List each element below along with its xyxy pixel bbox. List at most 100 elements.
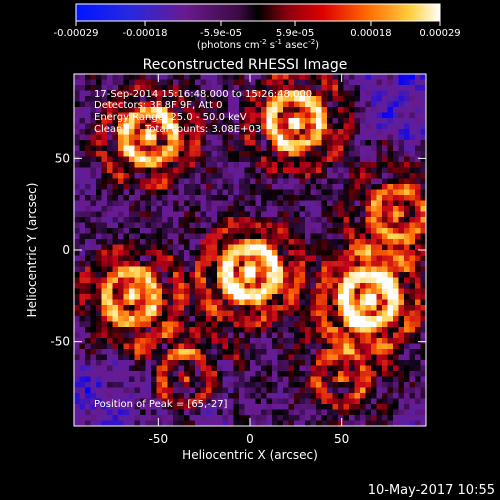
heatmap-cell: [222, 343, 229, 350]
heatmap-cell: [167, 162, 174, 168]
heatmap-cell: [101, 250, 108, 256]
heatmap-cell: [354, 338, 361, 344]
heatmap-cell: [272, 79, 278, 86]
heatmap-cell: [101, 365, 108, 372]
heatmap-cell: [277, 299, 284, 306]
heatmap-cell: [299, 294, 306, 300]
heatmap-cell: [343, 96, 350, 102]
heatmap-cell: [123, 250, 130, 256]
heatmap-cell: [360, 266, 366, 273]
heatmap-cell: [140, 145, 146, 152]
heatmap-cell: [222, 261, 229, 267]
heatmap-cell: [206, 222, 212, 229]
heatmap-cell: [112, 376, 119, 383]
heatmap-cell: [79, 217, 86, 223]
heatmap-cell: [74, 387, 80, 394]
heatmap-cell: [266, 85, 273, 91]
heatmap-cell: [310, 277, 317, 284]
heatmap-cell: [327, 184, 333, 190]
heatmap-cell: [79, 79, 86, 86]
heatmap-cell: [255, 343, 262, 350]
heatmap-cell: [189, 321, 196, 328]
heatmap-cell: [283, 129, 289, 135]
heatmap-cell: [420, 404, 427, 410]
heatmap-cell: [118, 382, 124, 388]
heatmap-cell: [404, 195, 410, 201]
heatmap-cell: [211, 74, 218, 80]
heatmap-cell: [222, 266, 229, 273]
heatmap-cell: [387, 184, 394, 190]
heatmap-cell: [316, 371, 322, 377]
heatmap-cell: [233, 332, 240, 339]
heatmap-cell: [288, 382, 295, 388]
heatmap-cell: [409, 200, 416, 207]
heatmap-cell: [299, 200, 306, 207]
heatmap-cell: [90, 398, 97, 405]
heatmap-cell: [140, 134, 146, 141]
heatmap-cell: [96, 250, 102, 256]
heatmap-cell: [228, 178, 234, 185]
heatmap-cell: [305, 277, 311, 284]
heatmap-cell: [244, 343, 251, 350]
heatmap-cell: [283, 217, 289, 223]
heatmap-cell: [277, 338, 284, 344]
heatmap-cell: [310, 354, 317, 361]
heatmap-cell: [140, 206, 146, 212]
heatmap-cell: [200, 321, 207, 328]
heatmap-cell: [420, 184, 427, 190]
heatmap-cell: [277, 255, 284, 262]
heatmap-cell: [250, 239, 256, 245]
heatmap-cell: [398, 354, 405, 361]
heatmap-cell: [283, 250, 289, 256]
heatmap-cell: [283, 343, 289, 350]
heatmap-cell: [321, 321, 328, 328]
heatmap-cell: [310, 310, 317, 317]
heatmap-cell: [299, 250, 306, 256]
heatmap-cell: [107, 239, 113, 245]
heatmap-cell: [74, 101, 80, 108]
heatmap-cell: [354, 123, 361, 130]
heatmap-cell: [371, 233, 377, 240]
heatmap-cell: [101, 79, 108, 86]
heatmap-cell: [294, 228, 300, 234]
heatmap-cell: [398, 321, 405, 328]
heatmap-cell: [206, 332, 212, 339]
heatmap-cell: [211, 178, 218, 185]
heatmap-cell: [272, 404, 278, 410]
heatmap-cell: [288, 233, 295, 240]
heatmap-cell: [195, 277, 201, 284]
heatmap-cell: [349, 398, 355, 405]
heatmap-cell: [332, 343, 339, 350]
heatmap-cell: [398, 327, 405, 333]
heatmap-cell: [283, 261, 289, 267]
heatmap-cell: [338, 415, 344, 421]
heatmap-cell: [371, 283, 377, 289]
heatmap-cell: [310, 195, 317, 201]
heatmap-cell: [294, 79, 300, 86]
heatmap-cell: [382, 167, 388, 174]
heatmap-cell: [398, 316, 405, 322]
heatmap-cell: [288, 200, 295, 207]
heatmap-cell: [167, 145, 174, 152]
heatmap-cell: [420, 415, 427, 421]
heatmap-cell: [167, 189, 174, 196]
heatmap-cell: [310, 409, 317, 416]
heatmap-cell: [211, 167, 218, 174]
heatmap-cell: [233, 343, 240, 350]
heatmap-cell: [299, 217, 306, 223]
colorbar-gradient: [76, 4, 440, 21]
heatmap-cell: [118, 217, 124, 223]
heatmap-cell: [354, 266, 361, 273]
heatmap-cell: [90, 360, 97, 366]
heatmap-cell: [420, 255, 427, 262]
heatmap-cell: [184, 151, 190, 157]
heatmap-cell: [167, 420, 174, 427]
heatmap-cell: [129, 145, 135, 152]
heatmap-cell: [123, 184, 130, 190]
heatmap-cell: [74, 112, 80, 119]
heatmap-cell: [222, 107, 229, 113]
heatmap-cell: [112, 195, 119, 201]
heatmap-cell: [74, 96, 80, 102]
heatmap-cell: [228, 420, 234, 427]
heatmap-cell: [354, 228, 361, 234]
